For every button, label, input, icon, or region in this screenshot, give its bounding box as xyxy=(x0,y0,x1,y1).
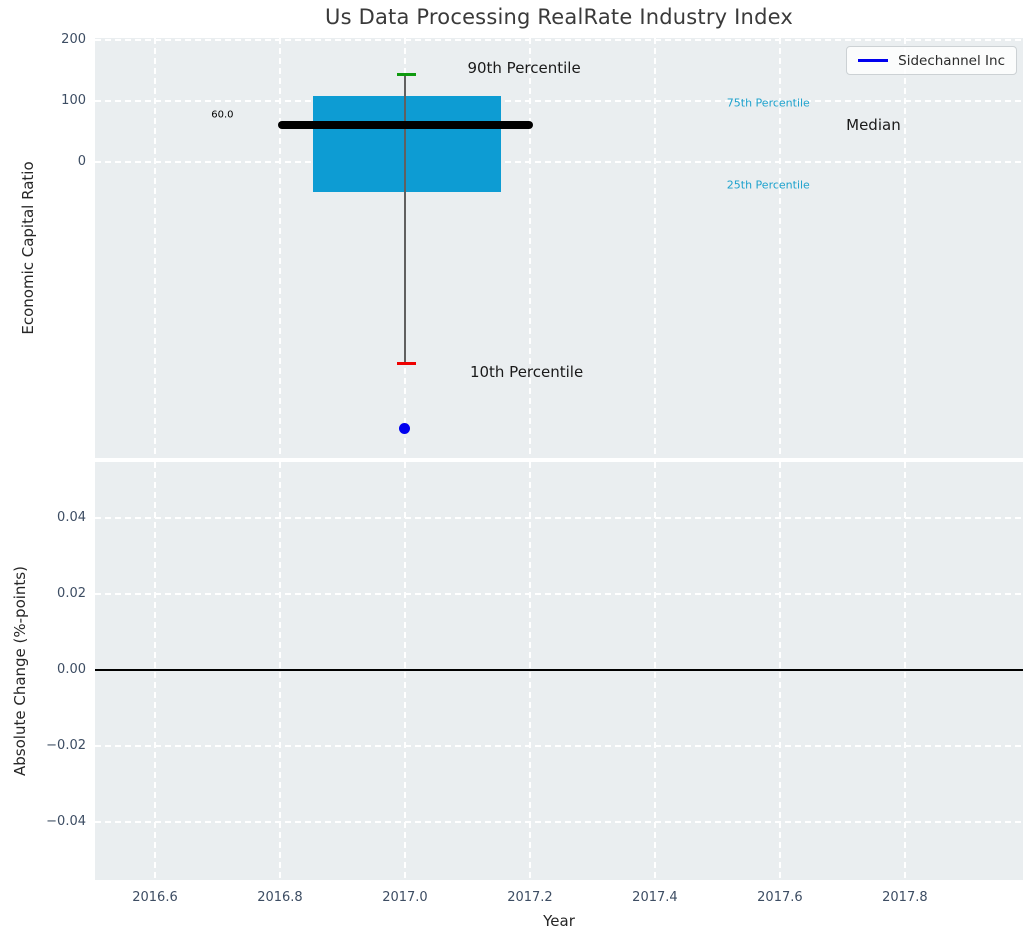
gridline-vertical xyxy=(154,462,156,880)
gridline-vertical xyxy=(279,462,281,880)
gridline-horizontal xyxy=(95,39,1023,41)
p10-cap xyxy=(396,361,417,365)
gridline-vertical xyxy=(904,462,906,880)
y-tick-label: −0.04 xyxy=(46,813,86,829)
gridline-vertical xyxy=(404,462,406,880)
gridline-vertical xyxy=(904,38,906,458)
gridline-horizontal xyxy=(95,593,1023,595)
median-value-label: 60.0 xyxy=(211,109,234,121)
x-tick-label: 2017.0 xyxy=(382,890,428,905)
chart-title: Us Data Processing RealRate Industry Ind… xyxy=(325,5,793,29)
y-tick-label: −0.02 xyxy=(46,737,86,753)
gridline-vertical xyxy=(529,38,531,458)
gridline-vertical xyxy=(779,462,781,880)
gridline-vertical xyxy=(279,38,281,458)
axes-bottom xyxy=(95,462,1023,880)
x-tick-label: 2017.8 xyxy=(882,890,928,905)
gridline-horizontal xyxy=(95,100,1023,102)
p75-label: 75th Percentile xyxy=(726,96,810,110)
gridline-vertical xyxy=(779,38,781,458)
x-tick-label: 2017.2 xyxy=(507,890,553,905)
company-point xyxy=(399,422,411,434)
median-line xyxy=(278,121,534,130)
zero-reference-line xyxy=(95,668,1023,671)
p90-label: 90th Percentile xyxy=(467,58,581,77)
gridline-vertical xyxy=(154,38,156,458)
x-tick-label: 2016.8 xyxy=(257,890,303,905)
gridline-horizontal xyxy=(95,161,1023,163)
gridline-horizontal xyxy=(95,517,1023,519)
legend-line-icon xyxy=(858,59,889,62)
median-label: Median xyxy=(846,116,901,135)
y-tick-label: 0 xyxy=(77,153,86,169)
y-tick-label: 200 xyxy=(61,31,86,47)
y-axis-label-top: Economic Capital Ratio xyxy=(19,161,37,335)
x-tick-label: 2017.4 xyxy=(632,890,678,905)
axes-top: 90th Percentile 10th Percentile 75th Perce… xyxy=(95,38,1023,458)
iqr-box xyxy=(313,95,502,192)
legend: Sidechannel Inc xyxy=(846,46,1017,75)
x-tick-label: 2017.6 xyxy=(757,890,803,905)
legend-entry-label: Sidechannel Inc xyxy=(898,52,1005,69)
x-tick-label: 2016.6 xyxy=(132,890,178,905)
gridline-vertical xyxy=(654,38,656,458)
p90-cap xyxy=(396,73,417,77)
y-tick-label: 0.04 xyxy=(57,509,86,525)
gridline-vertical xyxy=(654,462,656,880)
y-tick-label: 0.00 xyxy=(57,661,86,677)
p25-label: 25th Percentile xyxy=(726,178,810,192)
gridline-vertical xyxy=(529,462,531,880)
gridline-horizontal xyxy=(95,745,1023,747)
gridline-horizontal xyxy=(95,821,1023,823)
p10-label: 10th Percentile xyxy=(469,362,584,381)
y-tick-label: 0.02 xyxy=(57,585,86,601)
whisker-line xyxy=(404,74,406,364)
x-axis-label: Year xyxy=(543,912,575,930)
y-tick-label: 100 xyxy=(61,92,86,108)
